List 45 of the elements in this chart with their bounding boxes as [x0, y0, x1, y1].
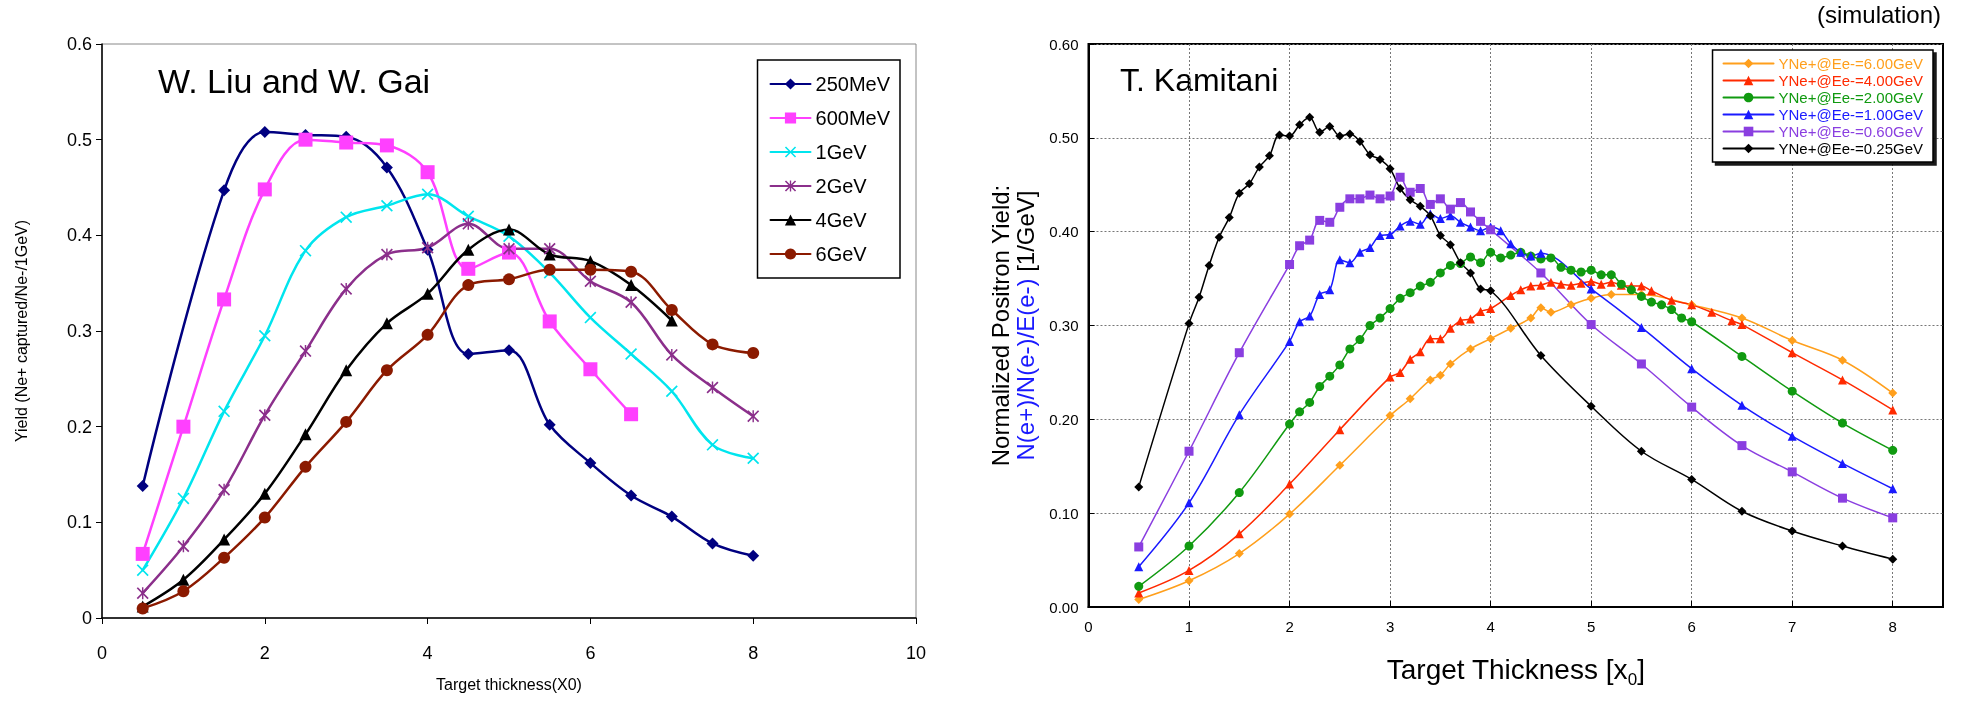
- annotation: T. Kamitani: [1120, 62, 1279, 98]
- legend-label: YNe+@Ee-=0.25GeV: [1778, 140, 1924, 157]
- x-tick-label: 8: [748, 643, 759, 663]
- legend-label: YNe+@Ee-=6.00GeV: [1778, 55, 1924, 72]
- y-tick-label: 0.4: [66, 225, 92, 246]
- x-tick-label: 2: [1285, 618, 1294, 635]
- y-tick-label: 0.10: [1049, 504, 1079, 522]
- legend-label: YNe+@Ee-=0.60GeV: [1778, 123, 1924, 140]
- x-tick-label: 4: [1486, 618, 1495, 635]
- legend-label: 1GeV: [815, 141, 868, 163]
- y-tick-label: 0.40: [1049, 223, 1079, 241]
- legend-label: 4GeV: [815, 209, 868, 231]
- y-tick-label: 0.00: [1049, 598, 1079, 616]
- y-tick-label: 0.20: [1049, 410, 1079, 428]
- x-tick-label: 0: [1084, 618, 1093, 635]
- y-tick-label: 0.1: [66, 512, 92, 533]
- annotation: W. Liu and W. Gai: [158, 62, 431, 100]
- legend-label: YNe+@Ee-=1.00GeV: [1778, 106, 1924, 123]
- x-tick-label: 10: [905, 643, 927, 663]
- x-tick-label: 0: [96, 643, 108, 663]
- legend-label: 600MeV: [815, 107, 891, 129]
- y-axis-title: Yield (Ne+ captured/Ne-/1GeV): [13, 219, 31, 443]
- x-tick-label: 8: [1888, 618, 1897, 635]
- x-tick-label: 4: [422, 643, 433, 663]
- legend-label: 2GeV: [815, 175, 868, 197]
- x-tick-label: 3: [1385, 618, 1395, 635]
- x-tick-label: 6: [1687, 618, 1696, 635]
- y-tick-label: 0.5: [66, 129, 92, 150]
- y-tick-label: 0.2: [66, 416, 92, 437]
- x-tick-label: 6: [585, 643, 596, 663]
- x-tick-label: 5: [1586, 618, 1596, 635]
- legend-label: YNe+@Ee-=4.00GeV: [1778, 72, 1924, 89]
- y-tick-label: 0.60: [1049, 35, 1079, 53]
- x-tick-label: 7: [1788, 618, 1797, 635]
- text: (simulation): [1816, 0, 1941, 28]
- x-tick-label: 1: [1184, 618, 1194, 635]
- y-tick-label: 0.3: [66, 321, 92, 341]
- y-tick-label: 0.6: [66, 34, 92, 54]
- y-tick-label: 0.30: [1049, 317, 1079, 334]
- legend-label: 250MeV: [815, 73, 891, 95]
- legend-label: YNe+@Ee-=2.00GeV: [1778, 89, 1924, 106]
- y-tick-label: 0.50: [1049, 129, 1079, 147]
- legend-label: 6GeV: [815, 243, 868, 265]
- x-axis-title: Target thickness(X0): [436, 675, 582, 693]
- x-tick-label: 2: [259, 643, 270, 663]
